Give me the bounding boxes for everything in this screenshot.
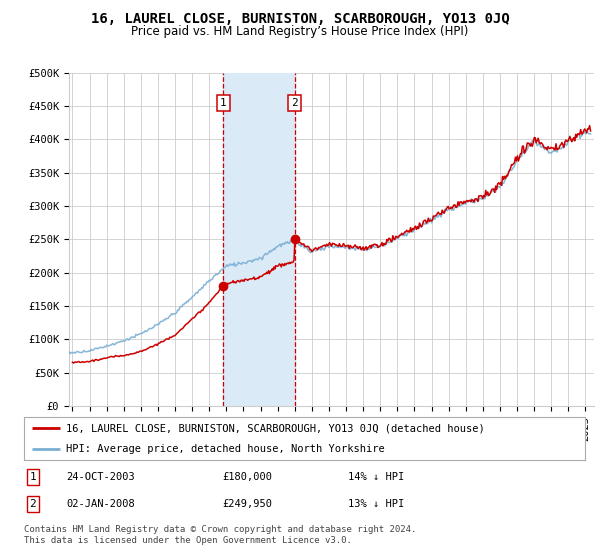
Text: 2: 2 <box>29 499 37 509</box>
Bar <box>223 73 295 406</box>
Text: 1: 1 <box>220 98 226 108</box>
Text: £180,000: £180,000 <box>222 472 272 482</box>
Text: Price paid vs. HM Land Registry’s House Price Index (HPI): Price paid vs. HM Land Registry’s House … <box>131 25 469 38</box>
Text: £249,950: £249,950 <box>222 499 272 509</box>
Text: 02-JAN-2008: 02-JAN-2008 <box>66 499 135 509</box>
Text: 16, LAUREL CLOSE, BURNISTON, SCARBOROUGH, YO13 0JQ (detached house): 16, LAUREL CLOSE, BURNISTON, SCARBOROUGH… <box>66 423 485 433</box>
Text: 24-OCT-2003: 24-OCT-2003 <box>66 472 135 482</box>
Text: 1: 1 <box>29 472 37 482</box>
Text: 16, LAUREL CLOSE, BURNISTON, SCARBOROUGH, YO13 0JQ: 16, LAUREL CLOSE, BURNISTON, SCARBOROUGH… <box>91 12 509 26</box>
Text: HPI: Average price, detached house, North Yorkshire: HPI: Average price, detached house, Nort… <box>66 444 385 454</box>
Text: 14% ↓ HPI: 14% ↓ HPI <box>348 472 404 482</box>
Text: 13% ↓ HPI: 13% ↓ HPI <box>348 499 404 509</box>
Text: Contains HM Land Registry data © Crown copyright and database right 2024.
This d: Contains HM Land Registry data © Crown c… <box>24 525 416 545</box>
Text: 2: 2 <box>292 98 298 108</box>
